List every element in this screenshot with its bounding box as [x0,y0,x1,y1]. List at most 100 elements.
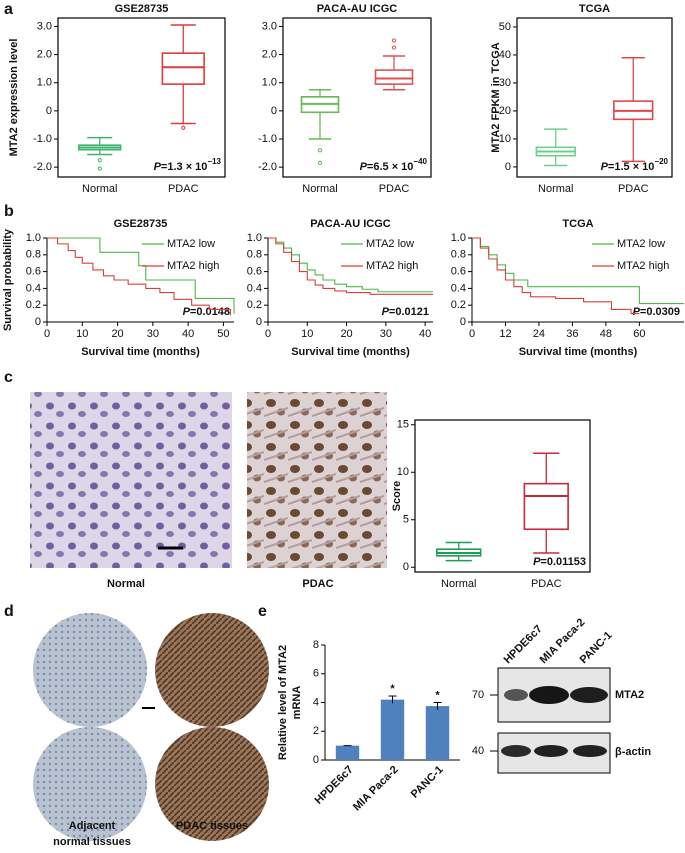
blot-marker: 70 [472,689,484,701]
y-tick-label: 1.0 [37,77,52,89]
box [523,482,569,531]
p-text: =6.5 × 10 [367,161,414,173]
y-tick-label: 50 [499,21,511,33]
y-tick-label: 1.0 [451,232,466,244]
x-tick-label: 0 [265,328,271,340]
chart-title: GSE28735 [114,218,168,230]
x-tick-label: 10 [76,328,88,340]
y-tick-label: 0.8 [26,249,41,261]
p-value: P=6.5 × 10−40 [360,157,428,173]
legend-label: MTA2 low [366,238,414,250]
blot-marker: 40 [472,745,484,757]
image-label: PDAC [302,578,333,590]
y-tick-label: 5 [403,514,409,526]
survival-curve [472,237,640,315]
blot-lane: PANC-1 [578,629,615,666]
y-tick-label: 0 [35,316,41,328]
y-tick-label: 0 [256,316,262,328]
chart-title: TCGA [579,3,610,15]
x-tick-label: 0 [44,328,50,340]
category-label: PDAC [379,183,410,195]
p-symbol: P [183,306,191,318]
x-tick-label: 48 [600,328,612,340]
p-text: =0.0309 [640,306,680,318]
category-label: PANC-1 [409,764,446,801]
image-label: Adjacent [69,820,116,832]
panel-label: a [4,1,13,18]
outlier [97,166,102,171]
significance: * [390,683,395,695]
outlier [97,158,102,163]
y-tick-label: 0 [505,161,511,173]
p-text: =0.0121 [389,306,429,318]
p-text: =1.5 × 10 [608,161,655,173]
category-label: HPDE6c7 [313,764,356,807]
x-tick-label: 60 [633,328,645,340]
panel-label: d [4,603,14,620]
category-label: Normal [441,578,476,590]
y-axis-label: mRNA [291,686,303,720]
y-tick-label: 2.0 [262,48,277,60]
tma-core [155,727,269,841]
blot-band [534,745,568,757]
y-tick-label: 4 [313,696,319,708]
outlier [181,125,186,130]
y-tick-label: 0 [271,105,277,117]
category-label: PDAC [531,578,562,590]
y-tick-label: 0.4 [26,282,41,294]
y-tick-label: -1.0 [258,133,277,145]
y-tick-label: 0.6 [26,266,41,278]
p-value: P=0.0148 [183,306,230,318]
y-tick-label: 20 [499,105,511,117]
y-tick-label: 3.0 [37,20,52,32]
p-symbol: P [382,306,390,318]
legend-label: MTA2 high [617,260,669,272]
y-tick-label: 8 [313,639,319,651]
p-value: P=0.01153 [533,556,586,568]
x-tick-label: 12 [499,328,511,340]
y-tick-label: 0.4 [451,282,466,294]
y-axis-label: Relative level of MTA2 [277,645,289,760]
p-text: =0.01153 [540,556,586,568]
y-axis-label: Survival probability [2,228,14,331]
panel-label: c [4,369,13,386]
plot-frame [57,17,226,178]
y-tick-label: 1.0 [26,232,41,244]
y-tick-label: 1.0 [247,232,262,244]
category-label: PDAC [618,183,649,195]
category-label: MIA Paca-2 [351,764,401,814]
y-tick-label: 0.4 [247,282,262,294]
y-tick-label: 15 [397,419,409,431]
blot-protein: β-actin [615,746,651,758]
panel-label: b [4,203,14,220]
p-symbol: P [633,306,641,318]
p-value: P=0.0309 [633,306,680,318]
y-tick-label: 0.2 [451,299,466,311]
y-tick-label: 0.6 [247,266,262,278]
blot-protein: MTA2 [615,689,644,701]
survival-curve [47,237,232,316]
chart-title: TCGA [562,218,593,230]
x-tick-label: 24 [533,328,545,340]
y-tick-label: -2.0 [33,161,52,173]
p-text: =1.3 × 10 [161,161,208,173]
x-axis-label: Survival time (months) [519,346,638,358]
x-tick-label: 40 [419,328,431,340]
plot-frame [282,17,432,178]
y-tick-label: 10 [397,466,409,478]
y-tick-label: 0 [460,316,466,328]
outlier [391,38,397,43]
outlier [391,45,397,50]
x-tick-label: 30 [147,328,159,340]
outlier [317,148,323,153]
category-label: Normal [538,183,573,195]
legend-label: MTA2 low [617,238,665,250]
y-tick-label: 2.0 [37,48,52,60]
p-symbol: P [533,556,541,568]
y-axis-label: Score [391,481,403,512]
significance: * [435,689,440,701]
survival-curve [472,237,684,305]
image-label: Normal [107,578,145,590]
bar [380,699,405,760]
x-tick-label: 0 [469,328,475,340]
